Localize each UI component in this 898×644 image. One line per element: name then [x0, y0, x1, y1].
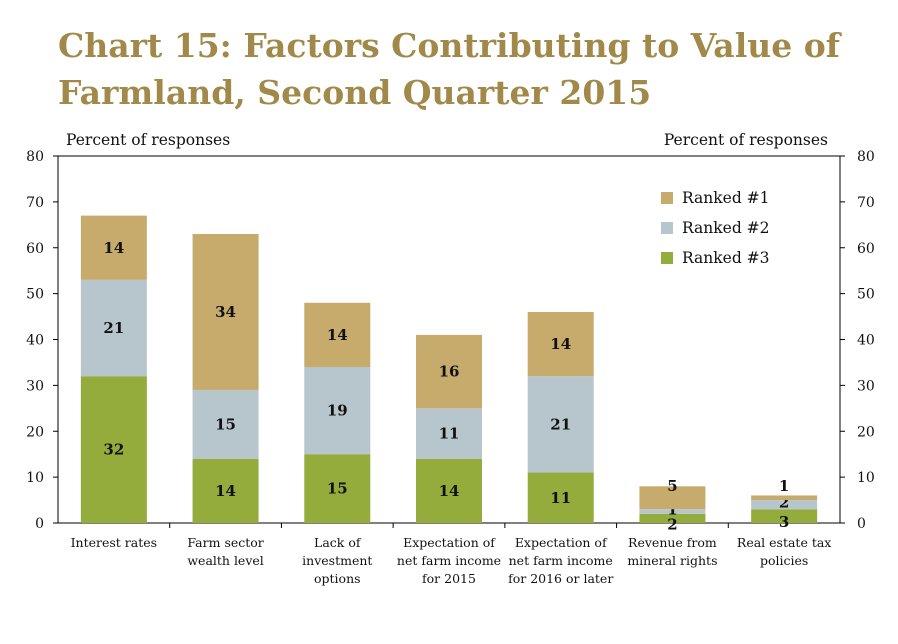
legend-swatch — [661, 252, 673, 264]
bar-segment — [751, 509, 818, 523]
bar-segment — [80, 279, 147, 377]
bar-segment — [751, 500, 818, 510]
bar-value-label: 21 — [550, 415, 571, 433]
category-label: Lack of — [314, 535, 362, 550]
bar-segment — [192, 389, 259, 459]
bar-value-label: 2 — [667, 515, 677, 533]
left-tick-label: 60 — [26, 241, 44, 257]
left-tick-label: 10 — [26, 470, 44, 486]
bar-value-label: 15 — [215, 415, 236, 433]
bar-value-label: 5 — [667, 477, 677, 495]
category-label: wealth level — [187, 553, 263, 568]
bar-segment — [80, 376, 147, 523]
legend-swatch — [661, 192, 673, 204]
bar-value-label: 2 — [779, 494, 789, 512]
bar-value-label: 15 — [327, 480, 348, 498]
bar-segment — [639, 486, 706, 510]
left-tick-label: 20 — [26, 424, 44, 440]
chart-title: Chart 15: Factors Contributing to Value … — [58, 26, 840, 112]
category-label: Real estate tax — [737, 535, 831, 550]
right-tick-label: 60 — [857, 241, 875, 257]
right-tick-label: 70 — [857, 195, 875, 211]
left-tick-label: 70 — [26, 195, 44, 211]
category-label: Interest rates — [71, 535, 157, 550]
bar-segment — [527, 472, 594, 523]
bar-value-label: 11 — [439, 425, 460, 443]
bar-segment — [192, 233, 259, 390]
left-tick-label: 0 — [35, 516, 44, 532]
right-tick-label: 30 — [857, 378, 875, 394]
right-tick-label: 0 — [857, 516, 866, 532]
right-axis-unit-label: Percent of responses — [664, 131, 828, 149]
left-tick-label: 50 — [26, 287, 44, 303]
category-label: for 2016 or later — [508, 571, 613, 586]
right-tick-label: 40 — [857, 333, 875, 349]
bar-value-label: 3 — [779, 513, 789, 531]
bar-value-label: 19 — [327, 402, 348, 420]
bar-value-label: 16 — [439, 363, 460, 381]
bar-segment — [751, 495, 818, 501]
bar-value-label: 14 — [439, 482, 460, 500]
category-label: Expectation of — [403, 535, 496, 550]
bar-value-label: 11 — [550, 489, 571, 507]
right-tick-label: 80 — [857, 149, 875, 165]
left-tick-label: 80 — [26, 149, 44, 165]
category-label: investment — [302, 553, 372, 568]
category-label: net farm income — [397, 553, 501, 568]
bar-segment — [304, 367, 371, 455]
bar-segment — [416, 408, 482, 459]
bar-segment — [80, 215, 147, 280]
bar-segment — [527, 376, 594, 473]
bar-segment — [304, 454, 371, 523]
bar-value-label: 1 — [667, 501, 677, 519]
category-label: Farm sector — [187, 535, 263, 550]
bar-value-label: 14 — [327, 326, 348, 344]
category-label: net farm income — [509, 553, 613, 568]
bar-segment — [639, 509, 706, 514]
bar-value-label: 14 — [215, 482, 236, 500]
bar-segment — [192, 458, 259, 523]
left-y-axis: 0 10 20 30 40 50 60 70 80 — [26, 149, 58, 532]
bar-segment — [304, 302, 371, 368]
category-label: mineral rights — [627, 553, 717, 568]
left-tick-label: 30 — [26, 378, 44, 394]
left-axis-unit-label: Percent of responses — [66, 131, 230, 149]
category-label: Revenue from — [628, 535, 717, 550]
legend-label: Ranked #1 — [682, 189, 770, 207]
left-tick-label: 40 — [26, 333, 44, 349]
bar-value-label: 14 — [103, 239, 124, 257]
legend: Ranked #1 Ranked #2 Ranked #3 — [661, 189, 770, 267]
bar-segment — [527, 311, 594, 377]
legend-label: Ranked #2 — [682, 219, 770, 237]
bar-value-label: 1 — [779, 477, 789, 495]
right-y-axis: 0 10 20 30 40 50 60 70 80 — [840, 149, 875, 532]
bar-value-label: 34 — [215, 303, 236, 321]
right-tick-label: 50 — [857, 287, 875, 303]
category-label: policies — [760, 553, 808, 568]
category-label: Expectation of — [515, 535, 608, 550]
bar-segment — [416, 334, 482, 409]
bar-value-label: 14 — [550, 335, 571, 353]
legend-label: Ranked #3 — [682, 249, 770, 267]
bar-segment — [639, 513, 706, 523]
right-tick-label: 10 — [857, 470, 875, 486]
bar-value-label: 21 — [103, 319, 124, 337]
legend-swatch — [661, 222, 673, 234]
x-axis-category-labels: Interest rates Farm sector wealth level Lac… — [71, 523, 831, 586]
bar-segment — [416, 458, 482, 523]
bar-value-label: 32 — [103, 441, 124, 459]
category-label: options — [314, 571, 361, 586]
category-label: for 2015 — [422, 571, 476, 586]
right-tick-label: 20 — [857, 424, 875, 440]
